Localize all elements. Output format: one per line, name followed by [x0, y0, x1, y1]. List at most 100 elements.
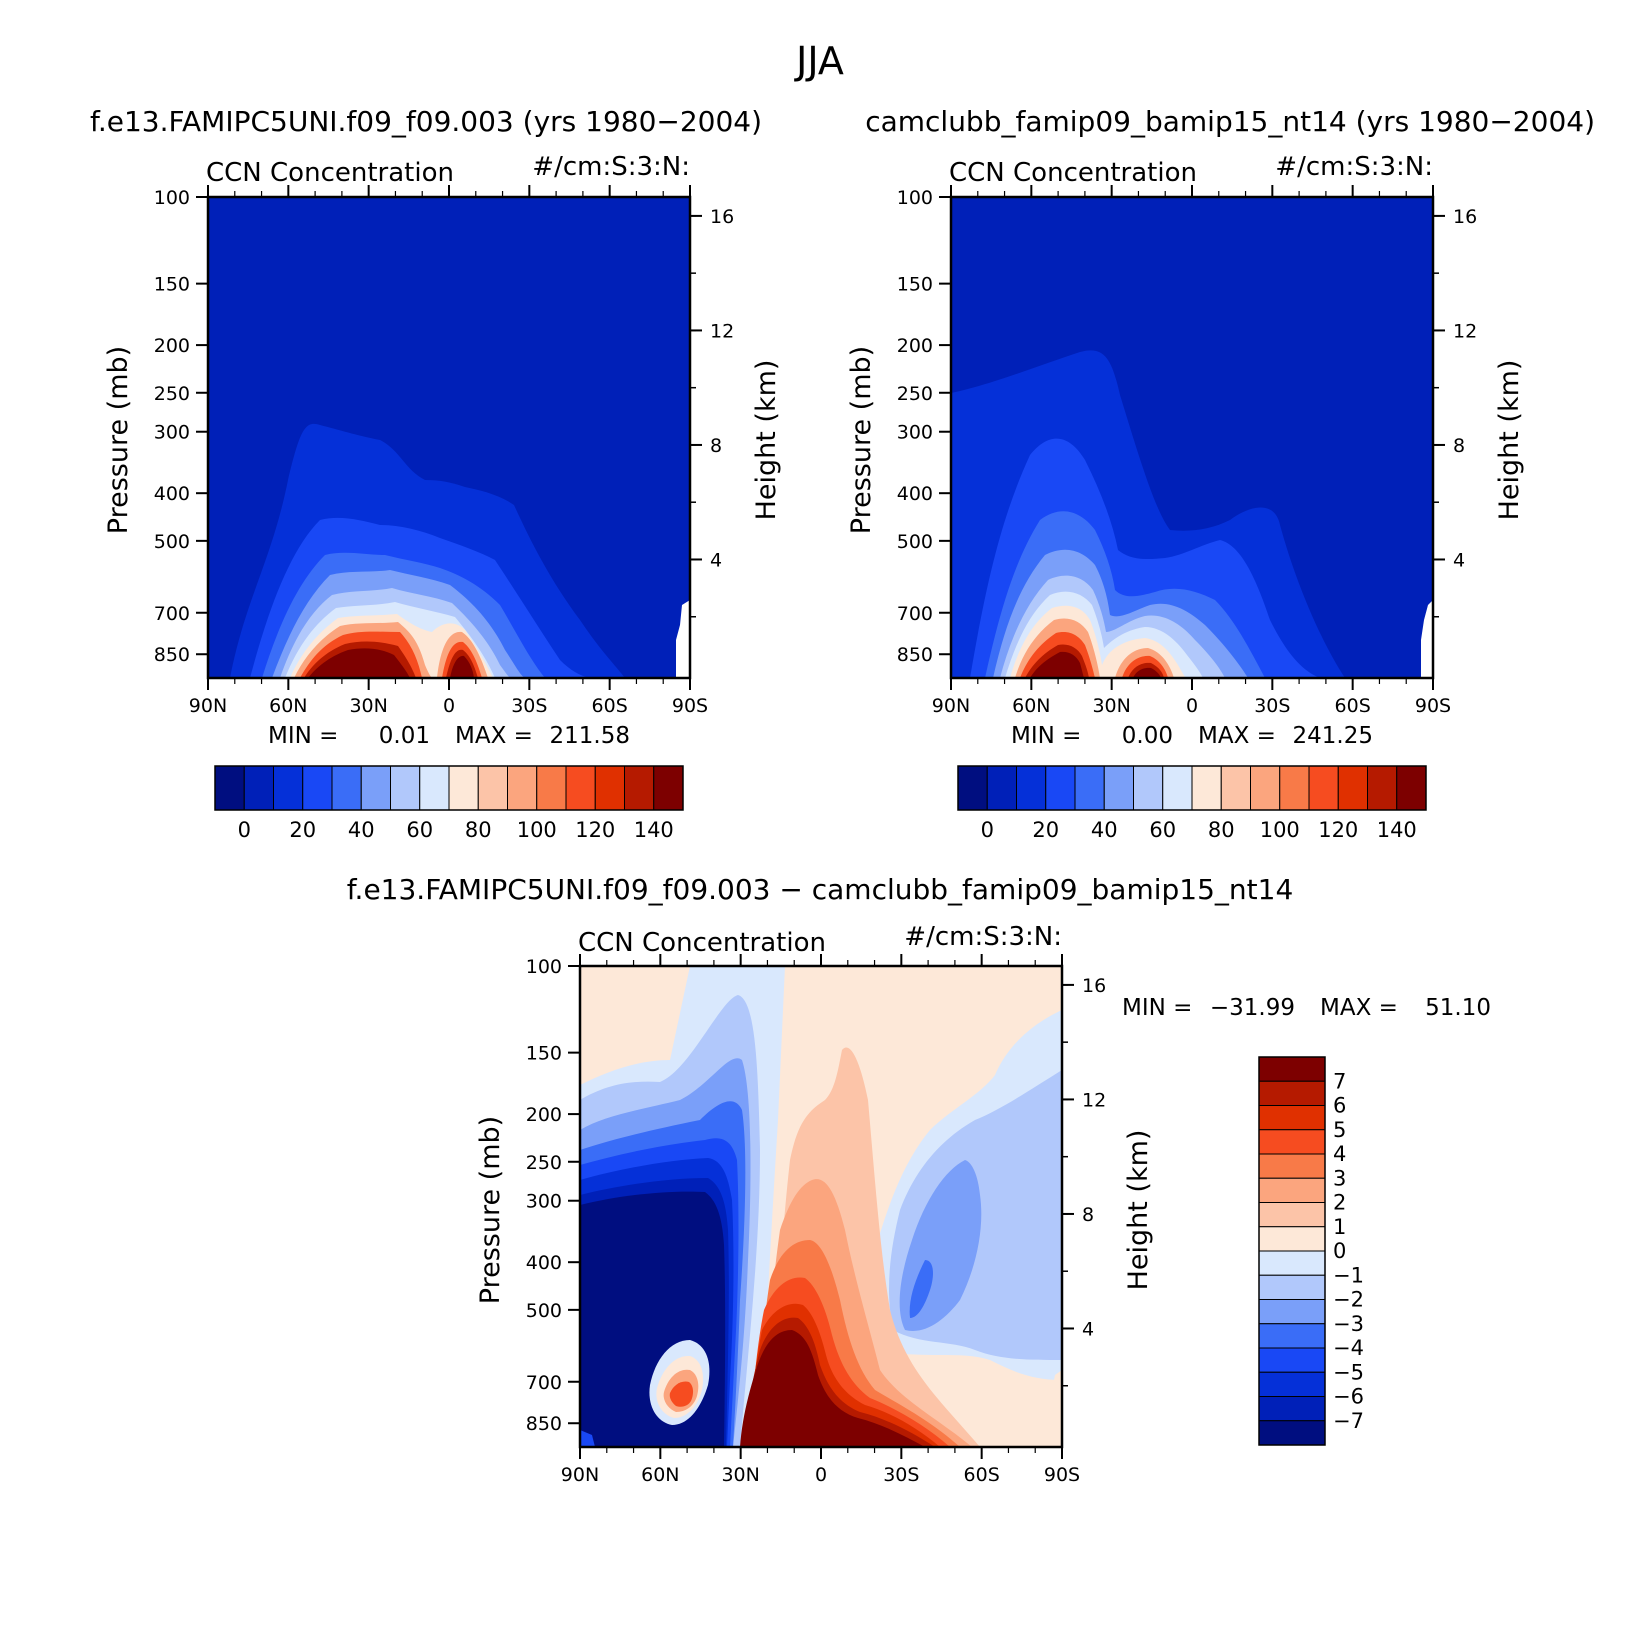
panel-c-ylabel: Pressure (mb) [475, 1116, 506, 1304]
panel-c-axes: 100 150 200 250 300 400 500 700 850 16 12 8 4 90N 60N 3… [526, 954, 1106, 1486]
y-tick-label: 100 [526, 956, 562, 978]
y-right-tick-label: 12 [710, 320, 734, 342]
colorbar-swatch [1258, 1347, 1326, 1373]
x-tick-label: 0 [1186, 695, 1198, 717]
y-right-tick-label: 4 [1082, 1318, 1094, 1340]
y-tick-label: 700 [526, 1372, 562, 1394]
y-tick-label: 250 [897, 383, 933, 405]
colorbar-frame [1258, 1056, 1326, 1446]
colorbar-label: −4 [1333, 1336, 1364, 1360]
colorbar-label: 80 [1208, 818, 1235, 842]
panel-b-min-value: 0.00 [1122, 723, 1173, 749]
y-tick-label: 400 [897, 483, 933, 505]
y-tick-label: 200 [897, 335, 933, 357]
x-tick-label: 0 [815, 1464, 827, 1486]
y-tick-label: 850 [154, 644, 190, 666]
colorbar-label: 2 [1333, 1191, 1346, 1215]
colorbar-swatch [565, 765, 596, 811]
panel-b-ylabel: Pressure (mb) [846, 346, 877, 534]
colorbar-swatch [986, 765, 1017, 811]
x-tick-label: 60S [964, 1464, 1000, 1486]
x-tick-label: 0 [443, 695, 455, 717]
colorbar-swatch [1258, 1274, 1326, 1300]
y-tick-label: 500 [897, 531, 933, 553]
panel-c-units-label: #/cm:S:3:N: [904, 922, 1062, 952]
colorbar-swatch [331, 765, 362, 811]
colorbar-frame [957, 765, 1427, 811]
y-tick-label: 400 [154, 483, 190, 505]
colorbar-label: 140 [634, 818, 674, 842]
colorbar-label: 3 [1333, 1166, 1346, 1190]
colorbar-label: 6 [1333, 1094, 1346, 1118]
colorbar-swatch [273, 765, 304, 811]
colorbar-label: −2 [1333, 1288, 1364, 1312]
colorbar-swatch [302, 765, 333, 811]
colorbar-label: −7 [1333, 1409, 1364, 1433]
colorbar-swatch [1258, 1250, 1326, 1276]
colorbar-swatch [1103, 765, 1134, 811]
panel-a-variable-label: CCN Concentration [206, 158, 454, 188]
y-tick-label: 700 [897, 603, 933, 625]
panel-a-max-label: MAX = [455, 723, 533, 749]
y-tick-label: 850 [526, 1413, 562, 1435]
y-tick-label: 200 [526, 1104, 562, 1126]
y-tick-label: 500 [526, 1300, 562, 1322]
panel-a-colorbar: 0 20 40 60 80 100 120 140 [214, 765, 684, 842]
colorbar-swatch [1258, 1396, 1326, 1422]
colorbar-label: −6 [1333, 1385, 1364, 1409]
x-tick-label: 30S [511, 695, 547, 717]
colorbar-label: 20 [1032, 818, 1059, 842]
x-tick-label: 90S [1044, 1464, 1080, 1486]
y-tick-label: 250 [526, 1152, 562, 1174]
y-tick-label: 100 [154, 187, 190, 209]
y-right-tick-label: 16 [1453, 206, 1477, 228]
colorbar-label: −5 [1333, 1360, 1364, 1384]
colorbar-swatch [1191, 765, 1222, 811]
colorbar-swatch [1074, 765, 1105, 811]
x-tick-label: 60N [1012, 695, 1050, 717]
y-tick-label: 200 [154, 335, 190, 357]
y-right-tick-label: 12 [1453, 320, 1477, 342]
panel-model-b: camclubb_famip09_bamip15_nt14 (yrs 1980−… [846, 105, 1595, 842]
panel-c-case-title: f.e13.FAMIPC5UNI.f09_f09.003 − camclubb_… [347, 873, 1294, 906]
y-tick-label: 150 [154, 274, 190, 296]
y-tick-label: 150 [526, 1043, 562, 1065]
colorbar-label: 140 [1377, 818, 1417, 842]
y-tick-label: 500 [154, 531, 190, 553]
colorbar-swatch [243, 765, 274, 811]
colorbar-swatch [1258, 1299, 1326, 1325]
panel-a-min-label: MIN = [268, 723, 338, 749]
colorbar-frame [214, 765, 684, 811]
y-right-tick-label: 8 [710, 435, 722, 457]
panel-a-missing-data [676, 600, 690, 678]
panel-b-case-title: camclubb_famip09_bamip15_nt14 (yrs 1980−… [865, 105, 1595, 138]
colorbar-swatch [390, 765, 421, 811]
panel-c-island-4 [669, 1381, 694, 1407]
colorbar-label: 60 [406, 818, 433, 842]
y-right-tick-label: 8 [1082, 1204, 1094, 1226]
colorbar-label: 120 [575, 818, 615, 842]
colorbar-label: 0 [1333, 1239, 1346, 1263]
colorbar-label: 0 [981, 818, 994, 842]
colorbar-swatch [1016, 765, 1047, 811]
panel-b-colorbar: 0 20 40 60 80 100 120 140 [957, 765, 1427, 842]
colorbar-swatch [477, 765, 508, 811]
y-tick-label: 300 [526, 1191, 562, 1213]
colorbar-label: 100 [517, 818, 557, 842]
x-tick-label: 60S [1335, 695, 1371, 717]
x-tick-label: 90N [189, 695, 227, 717]
x-tick-label: 30S [1254, 695, 1290, 717]
panel-b-contour-band-11 [1030, 651, 1161, 678]
x-tick-label: 90S [672, 695, 708, 717]
colorbar-swatch [1258, 1129, 1326, 1155]
x-tick-label: 30N [349, 695, 387, 717]
colorbar-swatch [653, 765, 684, 811]
y-tick-label: 100 [897, 187, 933, 209]
panel-a-contour-band-11 [308, 648, 474, 678]
panel-c-contour-field [580, 966, 1062, 1447]
colorbar-swatch [536, 765, 567, 811]
colorbar-swatch [1250, 765, 1281, 811]
panel-c-min-label: MIN = [1122, 995, 1192, 1021]
colorbar-label: 40 [348, 818, 375, 842]
